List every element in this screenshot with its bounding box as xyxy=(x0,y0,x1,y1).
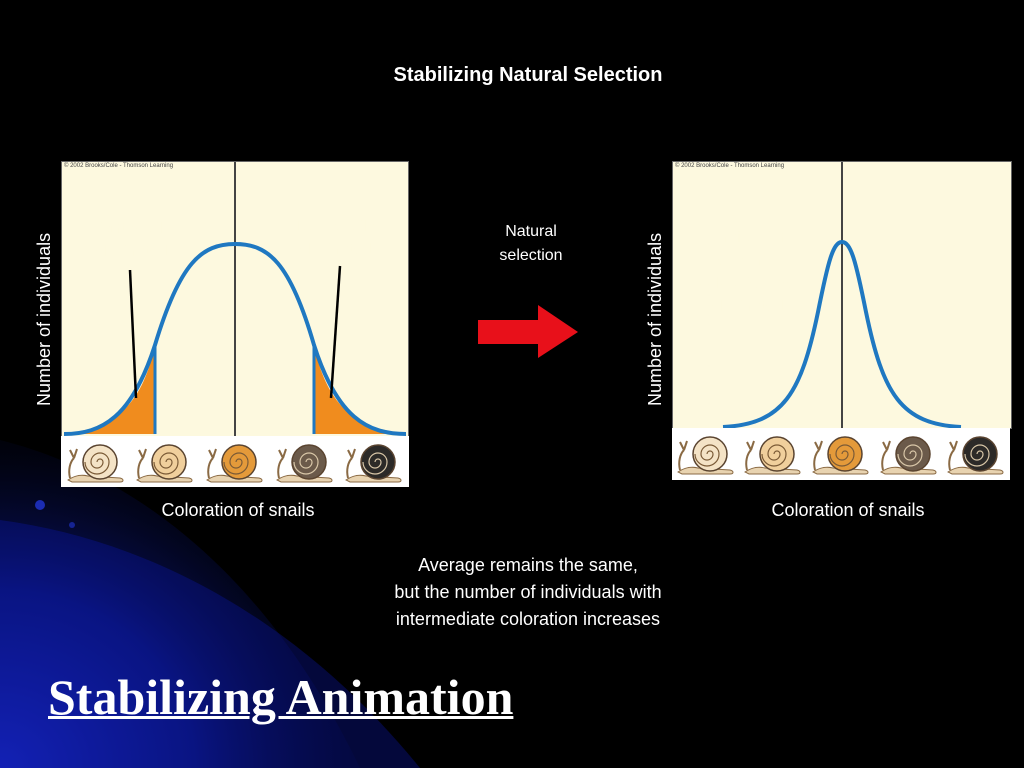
snail-icon xyxy=(879,436,937,475)
left-y-axis-label: Number of individuals xyxy=(34,232,54,406)
caption-line-2: but the number of individuals with xyxy=(394,582,662,602)
left-x-axis-label: Coloration of snails xyxy=(161,500,315,520)
stabilizing-animation-link[interactable]: Stabilizing Animation xyxy=(48,669,514,725)
right-y-axis-label: Number of individuals xyxy=(645,232,665,406)
right-snail-strip xyxy=(672,428,1010,480)
label-dark-snails: Dark snails eliminated xyxy=(295,218,375,258)
left-eliminated-dark-area xyxy=(314,345,396,434)
snail-icon xyxy=(947,436,1004,475)
snail-icon xyxy=(275,443,333,482)
snail-icon xyxy=(136,443,193,482)
left-distribution-chart xyxy=(63,162,407,436)
snail-icon xyxy=(811,436,869,475)
left-pointer-light xyxy=(128,269,138,399)
caption-line-3: intermediate coloration increases xyxy=(395,609,661,629)
snail-icon xyxy=(345,443,402,482)
left-eliminated-light-area xyxy=(74,345,155,434)
left-distribution-curve xyxy=(63,241,407,436)
natural-selection-label: Natural selection xyxy=(499,223,563,264)
snail-icon xyxy=(744,436,801,475)
caption-line-1: Average remains the same, xyxy=(418,555,638,575)
right-distribution-chart xyxy=(722,162,962,428)
slide-title: Stabilizing Natural Selection xyxy=(393,64,663,86)
snail-icon xyxy=(66,443,124,482)
left-distribution-panel: © 2002 Brooks/Cole - Thomson Learning Li… xyxy=(61,161,409,437)
snail-icon xyxy=(205,443,263,482)
caption: Average remains the same, but the number… xyxy=(328,552,728,633)
left-pointer-dark xyxy=(329,265,342,399)
left-copyright: © 2002 Brooks/Cole - Thomson Learning xyxy=(64,163,174,169)
right-x-axis-label: Coloration of snails xyxy=(771,500,925,520)
left-snail-strip xyxy=(61,436,409,487)
label-light-snails: Light snails eliminated xyxy=(90,220,172,260)
right-distribution-panel: © 2002 Brooks/Cole - Thomson Learning Sn… xyxy=(672,161,1012,429)
label-extreme-snails: Snails with extreme coloration are elimi… xyxy=(698,229,796,315)
snail-icon xyxy=(676,436,734,475)
right-copyright: © 2002 Brooks/Cole - Thomson Learning xyxy=(675,163,785,169)
right-distribution-curve xyxy=(722,239,962,428)
right-arrow-icon xyxy=(478,305,578,358)
